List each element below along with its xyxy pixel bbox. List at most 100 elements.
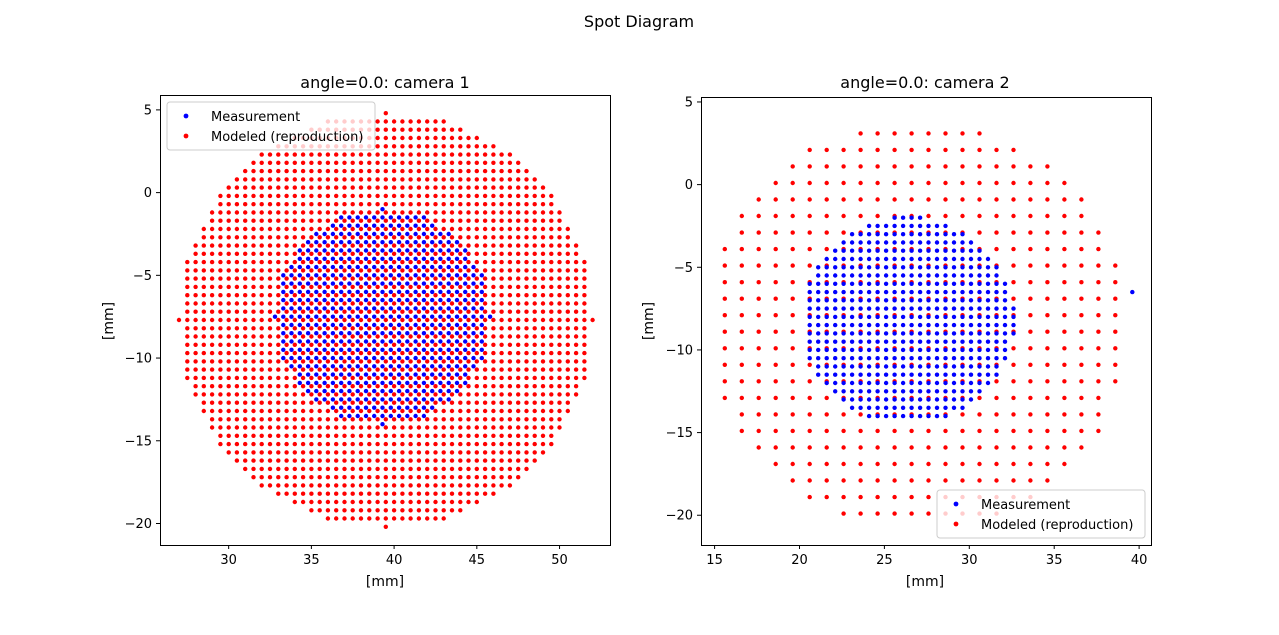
data-point	[400, 475, 405, 480]
data-point	[446, 364, 451, 369]
data-point	[1079, 213, 1084, 219]
data-point	[951, 281, 957, 286]
data-point	[994, 197, 999, 202]
data-point	[325, 210, 331, 215]
data-point	[218, 408, 223, 414]
x-tick-label: 20	[791, 553, 808, 568]
data-point	[994, 445, 999, 450]
data-point	[1028, 230, 1033, 235]
data-point	[276, 450, 281, 455]
data-point	[491, 384, 496, 389]
data-point	[841, 240, 846, 245]
data-point	[425, 144, 430, 149]
data-point	[1011, 322, 1016, 328]
data-point	[350, 293, 355, 298]
data-point	[400, 458, 405, 463]
data-point	[292, 475, 297, 480]
data-point	[1079, 280, 1084, 285]
data-point	[960, 339, 965, 344]
data-point	[317, 367, 322, 372]
data-point	[441, 284, 446, 290]
data-point	[441, 160, 446, 165]
data-point	[466, 450, 471, 455]
data-point	[824, 230, 829, 235]
data-point	[226, 243, 231, 248]
data-point	[347, 215, 352, 220]
data-point	[325, 508, 331, 513]
data-point	[380, 273, 385, 278]
data-point	[841, 397, 846, 402]
data-point	[317, 210, 322, 215]
data-point	[314, 248, 319, 253]
data-point	[507, 326, 513, 331]
data-point	[1045, 213, 1050, 219]
data-point	[471, 347, 476, 352]
data-point	[400, 425, 405, 430]
data-point	[413, 372, 418, 377]
data-point	[875, 213, 880, 219]
data-point	[425, 177, 430, 182]
data-point	[430, 289, 435, 295]
data-point	[516, 466, 521, 472]
data-point	[284, 235, 289, 240]
data-point	[309, 276, 314, 281]
data-point	[425, 251, 430, 256]
data-point	[858, 289, 863, 295]
data-point	[342, 160, 347, 165]
data-point	[416, 499, 422, 505]
data-point	[334, 193, 339, 199]
data-point	[549, 350, 554, 356]
data-point	[858, 240, 863, 245]
data-point	[917, 289, 923, 295]
data-point	[1113, 280, 1118, 285]
data-point	[334, 326, 339, 331]
data-point	[438, 273, 443, 278]
data-point	[350, 226, 355, 232]
data-point	[251, 359, 256, 364]
data-point	[532, 259, 537, 265]
data-point	[380, 388, 385, 394]
data-point	[334, 508, 339, 513]
data-point	[342, 384, 347, 389]
data-point	[909, 240, 914, 245]
data-point	[875, 397, 880, 402]
data-point	[425, 259, 430, 265]
data-point	[960, 232, 965, 237]
data-point	[466, 326, 471, 331]
data-point	[185, 350, 190, 356]
data-point	[317, 243, 322, 248]
data-point	[433, 235, 438, 240]
data-point	[807, 428, 812, 434]
data-point	[454, 388, 460, 394]
data-point	[292, 235, 297, 240]
data-point	[342, 317, 347, 323]
data-point	[251, 334, 256, 339]
data-point	[317, 152, 322, 157]
data-point	[1079, 313, 1084, 318]
data-point	[408, 475, 413, 480]
data-point	[739, 428, 744, 434]
data-point	[416, 342, 422, 347]
data-point	[507, 301, 513, 306]
data-point	[284, 259, 289, 265]
data-point	[1045, 329, 1050, 334]
data-point	[985, 265, 991, 270]
data-point	[218, 359, 223, 364]
data-point	[317, 425, 322, 430]
data-point	[824, 331, 829, 336]
data-point	[557, 235, 562, 240]
data-point	[516, 284, 521, 290]
data-point	[926, 428, 931, 434]
data-point	[441, 516, 446, 521]
data-point	[960, 180, 965, 186]
data-point	[408, 317, 413, 323]
data-point	[532, 210, 537, 215]
data-point	[807, 379, 812, 384]
data-point	[841, 494, 846, 500]
data-point	[251, 309, 256, 314]
data-point	[347, 339, 352, 344]
data-point	[841, 256, 846, 262]
data-point	[372, 322, 377, 328]
data-point	[276, 342, 281, 347]
